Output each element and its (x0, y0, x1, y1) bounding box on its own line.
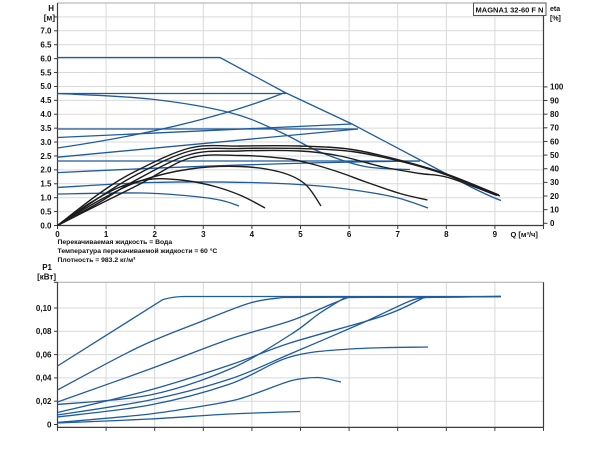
svg-text:10: 10 (550, 205, 559, 214)
svg-text:MAGNA1 32-60 F N: MAGNA1 32-60 F N (476, 5, 544, 14)
svg-text:Q [м³/ч]: Q [м³/ч] (511, 230, 539, 239)
svg-text:4.5: 4.5 (40, 96, 52, 105)
svg-text:8: 8 (444, 230, 449, 239)
svg-text:40: 40 (550, 165, 559, 174)
svg-text:0.5: 0.5 (40, 207, 52, 216)
svg-text:90: 90 (550, 96, 559, 105)
svg-text:eta: eta (550, 6, 560, 13)
svg-text:4: 4 (250, 230, 255, 239)
svg-text:2.0: 2.0 (40, 166, 52, 175)
svg-text:0: 0 (55, 230, 60, 239)
svg-text:1.0: 1.0 (40, 193, 52, 202)
svg-text:0.0: 0.0 (40, 221, 52, 230)
svg-text:0,08: 0,08 (36, 327, 52, 336)
svg-text:60: 60 (550, 137, 559, 146)
svg-text:30: 30 (550, 178, 559, 187)
svg-text:70: 70 (550, 124, 559, 133)
svg-text:0,04: 0,04 (36, 374, 52, 383)
svg-text:6: 6 (347, 230, 352, 239)
svg-text:3: 3 (201, 230, 206, 239)
svg-text:7: 7 (395, 230, 400, 239)
svg-text:[%]: [%] (550, 16, 561, 23)
svg-text:2: 2 (152, 230, 157, 239)
svg-text:7.0: 7.0 (40, 27, 52, 36)
svg-text:20: 20 (550, 192, 559, 201)
svg-text:5.0: 5.0 (40, 82, 52, 91)
svg-text:9: 9 (493, 230, 498, 239)
svg-text:[кВт]: [кВт] (37, 273, 56, 282)
svg-text:1.5: 1.5 (40, 180, 52, 189)
svg-text:50: 50 (550, 151, 559, 160)
svg-text:6.0: 6.0 (40, 54, 52, 63)
svg-text:2.5: 2.5 (40, 152, 52, 161)
svg-text:1: 1 (104, 230, 109, 239)
svg-text:Перекачиваемая жидкость = Вода: Перекачиваемая жидкость = Вода (58, 239, 173, 246)
svg-text:6.5: 6.5 (40, 41, 52, 50)
svg-text:0,02: 0,02 (36, 397, 52, 406)
svg-text:[м]: [м] (44, 14, 56, 23)
svg-text:3.0: 3.0 (40, 138, 52, 147)
svg-text:5.5: 5.5 (40, 68, 52, 77)
svg-text:0: 0 (550, 219, 555, 228)
svg-text:5: 5 (298, 230, 303, 239)
svg-text:H: H (48, 4, 54, 13)
svg-text:80: 80 (550, 110, 559, 119)
svg-text:Температура перекачиваемой жид: Температура перекачиваемой жидкости = 60… (58, 247, 218, 255)
svg-text:0,10: 0,10 (36, 304, 52, 313)
svg-text:100: 100 (550, 83, 564, 92)
svg-text:P1: P1 (42, 263, 52, 272)
svg-text:0,06: 0,06 (36, 350, 52, 359)
svg-text:0: 0 (47, 420, 52, 429)
svg-text:4.0: 4.0 (40, 110, 52, 119)
svg-text:3.5: 3.5 (40, 124, 52, 133)
svg-text:Плотность = 983.2 кг/м³: Плотность = 983.2 кг/м³ (58, 257, 137, 264)
